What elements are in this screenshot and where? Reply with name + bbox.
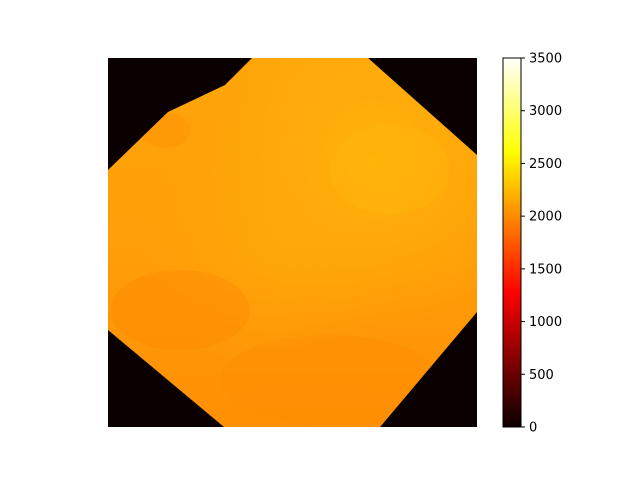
colorbar-tick-label: 1500: [529, 262, 562, 277]
heatmap-image: [108, 58, 477, 427]
colorbar-frame: [502, 57, 522, 428]
colorbar-tick-label: 2500: [529, 157, 562, 172]
colorbar-tick-label: 0: [529, 421, 537, 436]
colorbar-fill: [503, 58, 521, 427]
colorbar-ticks: 0 500 1000 1500 2000 2500 3000 3500: [521, 52, 562, 436]
colorbar: 0 500 1000 1500 2000 2500 3000 3500: [502, 52, 562, 436]
colorbar-tick-label: 500: [529, 368, 554, 383]
colorbar-tick-label: 1000: [529, 315, 562, 330]
colorbar-tick-label: 3500: [529, 52, 562, 67]
heatmap-region: [108, 58, 477, 427]
colorbar-tick-label: 2000: [529, 210, 562, 225]
colorbar-tick-label: 3000: [529, 104, 562, 119]
